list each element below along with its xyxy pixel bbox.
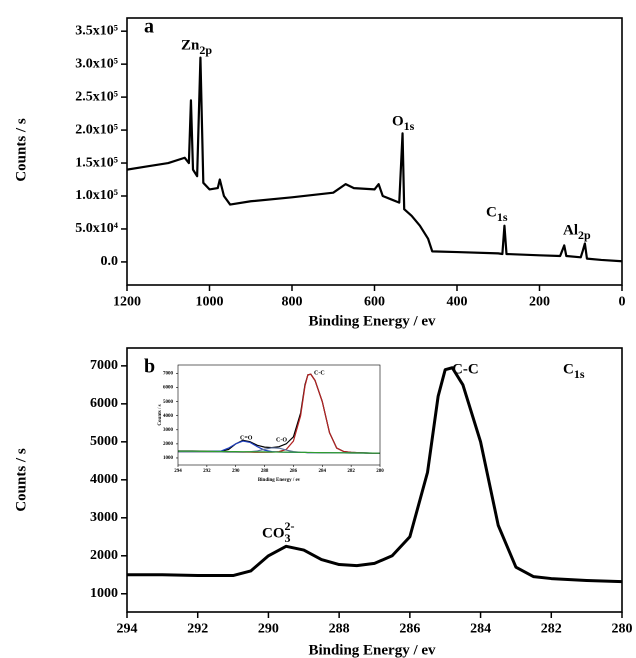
annotation: C-O	[276, 437, 287, 443]
x-tick-label: 800	[282, 294, 303, 309]
y-tick-label: 4000	[163, 414, 174, 419]
annotation: a	[144, 16, 154, 38]
annotation: C	[486, 204, 497, 220]
y-axis-label: Counts / s	[158, 404, 163, 425]
x-tick-label: 286	[399, 621, 420, 636]
y-tick-label: 6000	[163, 386, 174, 391]
y-tick-label: 2000	[90, 548, 118, 563]
y-tick-label: 1000	[90, 586, 118, 601]
x-tick-label: 0	[619, 294, 626, 309]
annotation: CO	[262, 525, 285, 541]
annotation: 2p	[578, 228, 591, 242]
x-tick-label: 200	[529, 294, 550, 309]
y-tick-label: 3000	[163, 428, 174, 433]
x-tick-label: 1000	[196, 294, 224, 309]
x-tick-label: 292	[203, 469, 211, 474]
x-tick-label: 400	[447, 294, 468, 309]
x-tick-label: 290	[258, 621, 279, 636]
y-tick-label: 1000	[163, 456, 174, 461]
annotation: 3	[285, 531, 291, 545]
y-tick-label: 3.0x10⁵	[75, 56, 118, 71]
y-tick-label: 1.0x10⁵	[75, 188, 118, 203]
annotation: 1s	[497, 210, 508, 224]
annotation: 1s	[574, 367, 585, 381]
x-tick-label: 284	[470, 621, 491, 636]
x-tick-label: 294	[174, 469, 182, 474]
x-tick-label: 288	[329, 621, 350, 636]
annotation: b	[144, 356, 155, 378]
annotation: C	[563, 361, 574, 377]
plot-frame	[177, 364, 381, 466]
annotation: O	[392, 113, 404, 129]
y-tick-label: 7000	[163, 372, 174, 377]
annotation: Al	[563, 222, 578, 238]
annotation: Zn	[181, 37, 200, 53]
annotation: C-C	[314, 370, 325, 376]
x-tick-label: 280	[612, 621, 633, 636]
y-tick-label: 1.5x10⁵	[75, 155, 118, 170]
y-tick-label: 5000	[90, 434, 118, 449]
y-tick-label: 2.5x10⁵	[75, 89, 118, 104]
x-tick-label: 600	[364, 294, 385, 309]
y-axis-label: Counts / s	[13, 118, 29, 182]
x-tick-label: 290	[232, 469, 240, 474]
spectrum-line	[127, 366, 623, 584]
x-tick-label: 282	[541, 621, 562, 636]
x-tick-label: 1200	[113, 294, 141, 309]
x-tick-label: 286	[290, 469, 298, 474]
y-tick-label: 2.0x10⁵	[75, 122, 118, 137]
x-axis-label: Binding Energy / ev	[308, 313, 436, 329]
y-tick-label: 7000	[90, 358, 118, 373]
annotation: 1s	[404, 119, 415, 133]
y-axis-label: Counts / s	[13, 448, 29, 512]
inset-background	[178, 365, 380, 465]
x-tick-label: 282	[347, 469, 355, 474]
y-tick-label: 3.5x10⁵	[75, 23, 118, 38]
y-tick-label: 6000	[90, 396, 118, 411]
x-axis-label: Binding Energy / ev	[258, 478, 301, 483]
y-tick-label: 4000	[90, 472, 118, 487]
x-tick-label: 284	[319, 469, 327, 474]
y-tick-label: 5.0x10⁴	[75, 221, 119, 236]
y-tick-label: 3000	[90, 510, 118, 525]
spectrum-line	[178, 450, 381, 454]
spectrum-line	[126, 56, 623, 263]
annotation: 2-	[285, 519, 295, 533]
y-tick-label: 2000	[163, 442, 174, 447]
annotation: C-C	[452, 361, 479, 377]
x-tick-label: 280	[376, 469, 384, 474]
annotation: C=O	[240, 435, 253, 441]
x-tick-label: 292	[187, 621, 208, 636]
annotation: 2p	[199, 43, 212, 57]
x-tick-label: 294	[117, 621, 138, 636]
x-axis-label: Binding Energy / ev	[308, 642, 436, 658]
y-tick-label: 0.0	[101, 254, 119, 269]
x-tick-label: 288	[261, 469, 269, 474]
y-tick-label: 5000	[163, 400, 174, 405]
